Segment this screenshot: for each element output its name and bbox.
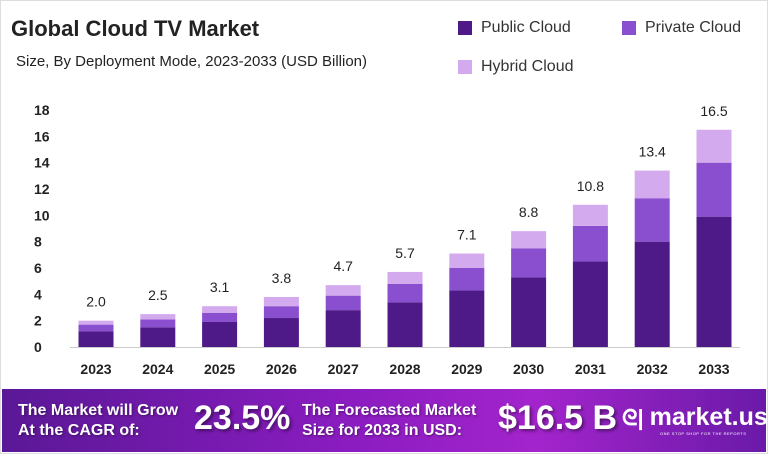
bar-segment-hybrid-cloud: [634, 170, 670, 199]
y-tick-label: 4: [34, 286, 42, 302]
y-tick-label: 10: [34, 207, 50, 223]
bar-segment-private-cloud: [634, 198, 670, 242]
bar-segment-public-cloud: [696, 216, 732, 347]
legend-swatch-hybrid: [458, 60, 472, 74]
bar-segment-hybrid-cloud: [78, 320, 114, 325]
cagr-label: The Market will Grow At the CAGR of:: [18, 402, 179, 439]
x-tick-label: 2032: [637, 361, 668, 377]
x-tick-label: 2027: [328, 361, 359, 377]
bar-segment-private-cloud: [387, 283, 423, 303]
bar-segment-private-cloud: [511, 248, 547, 278]
chart-title: Global Cloud TV Market: [11, 16, 260, 41]
bar-segment-public-cloud: [387, 302, 423, 347]
bar-segment-public-cloud: [78, 331, 114, 347]
bar-segment-private-cloud: [325, 295, 361, 311]
data-label: 10.8: [577, 178, 604, 194]
x-tick-label: 2026: [266, 361, 297, 377]
data-label: 3.8: [272, 270, 292, 286]
bar-segment-public-cloud: [449, 290, 485, 347]
x-tick-label: 2024: [142, 361, 173, 377]
market-us-logo: ᘓ| market.us ONE STOP SHOP FOR THE REPOR…: [622, 403, 768, 436]
bar-segment-public-cloud: [511, 277, 547, 347]
cagr-value: 23.5%: [194, 399, 291, 437]
data-label: 4.7: [333, 258, 353, 274]
y-tick-label: 8: [34, 234, 42, 250]
x-tick-label: 2029: [451, 361, 482, 377]
logo-icon: ᘓ|: [622, 404, 644, 430]
bar-segment-hybrid-cloud: [449, 253, 485, 268]
data-label: 3.1: [210, 279, 230, 295]
bar-segment-private-cloud: [696, 162, 732, 217]
bar-segment-private-cloud: [140, 319, 176, 328]
y-tick-label: 14: [34, 155, 50, 171]
bar-segment-hybrid-cloud: [572, 204, 608, 226]
y-tick-label: 16: [34, 128, 50, 144]
logo-name: market.us: [649, 403, 768, 431]
bar-segment-hybrid-cloud: [263, 296, 299, 307]
data-label: 8.8: [519, 204, 539, 220]
x-tick-label: 2031: [575, 361, 606, 377]
bar-segment-private-cloud: [78, 324, 114, 332]
data-label: 13.4: [639, 144, 666, 160]
legend-swatch-private: [622, 21, 636, 35]
legend-public-cloud: Public Cloud: [458, 19, 571, 37]
x-tick-label: 2023: [80, 361, 111, 377]
bar-segment-public-cloud: [263, 318, 299, 347]
bar-segment-public-cloud: [572, 261, 608, 347]
data-label: 2.0: [86, 294, 106, 310]
bar-segment-public-cloud: [202, 321, 238, 347]
bar-segment-private-cloud: [202, 312, 238, 322]
x-tick-label: 2030: [513, 361, 544, 377]
bar-segment-private-cloud: [572, 225, 608, 262]
x-tick-label: 2025: [204, 361, 235, 377]
bar-segment-hybrid-cloud: [202, 306, 238, 313]
forecast-label: The Forecasted Market Size for 2033 in U…: [302, 402, 477, 439]
summary-banner: The Market will Grow At the CAGR of: 23.…: [2, 389, 768, 452]
legend-label: Private Cloud: [645, 19, 742, 36]
x-tick-label: 2028: [389, 361, 420, 377]
legend-private-cloud: Private Cloud: [622, 19, 741, 37]
data-label: 2.5: [148, 287, 168, 303]
legend-label: Public Cloud: [481, 19, 571, 36]
y-tick-label: 0: [34, 339, 42, 355]
bar-segment-private-cloud: [263, 306, 299, 319]
y-tick-label: 6: [34, 260, 42, 276]
x-tick-label: 2033: [698, 361, 729, 377]
data-label: 5.7: [395, 245, 415, 261]
chart-subtitle: Size, By Deployment Mode, 2023-2033 (USD…: [16, 53, 367, 70]
logo-tagline: ONE STOP SHOP FOR THE REPORTS: [660, 431, 747, 436]
data-label: 16.5: [700, 103, 727, 119]
legend-hybrid-cloud: Hybrid Cloud: [458, 58, 573, 76]
y-tick-label: 18: [34, 102, 50, 118]
forecast-value: $16.5 B: [498, 399, 618, 437]
bar-segment-private-cloud: [449, 268, 485, 291]
legend-label: Hybrid Cloud: [481, 58, 574, 75]
bar-segment-hybrid-cloud: [511, 231, 547, 249]
bar-segment-hybrid-cloud: [325, 285, 361, 296]
bar-segment-hybrid-cloud: [140, 314, 176, 320]
y-tick-label: 2: [34, 313, 42, 329]
data-label: 7.1: [457, 227, 477, 243]
legend-swatch-public: [458, 21, 472, 35]
bar-segment-hybrid-cloud: [696, 129, 732, 163]
y-tick-label: 12: [34, 181, 50, 197]
bar-segment-hybrid-cloud: [387, 271, 423, 284]
bar-segment-public-cloud: [634, 241, 670, 347]
bar-segment-public-cloud: [325, 310, 361, 347]
bar-segment-public-cloud: [140, 327, 176, 347]
